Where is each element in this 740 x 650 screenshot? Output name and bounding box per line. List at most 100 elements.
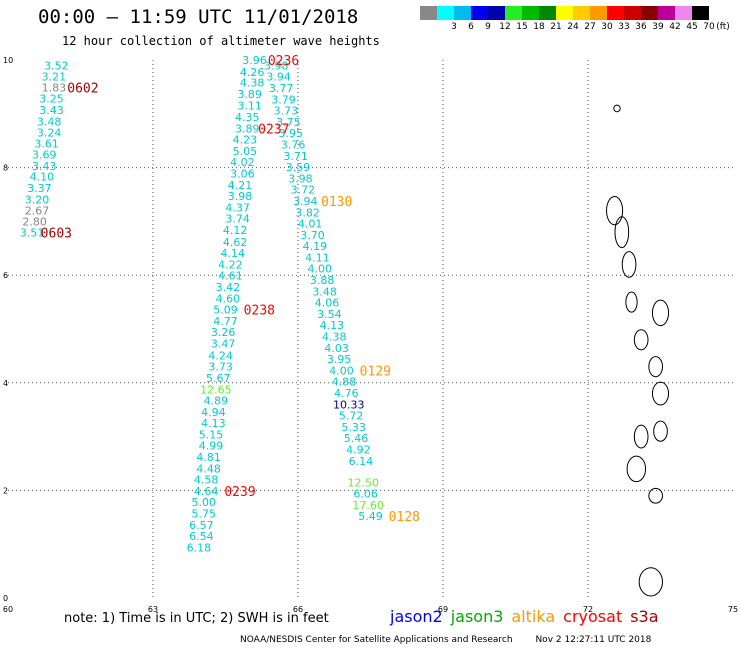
satellite-cryosat: cryosat <box>563 607 623 626</box>
satellite-s3a: s3a <box>630 607 659 626</box>
swh-value-label: 3.79 <box>271 93 296 106</box>
swh-value-label: 4.01 <box>298 218 323 231</box>
swh-value-label: 4.19 <box>303 240 328 253</box>
satellite-altika: altika <box>511 607 556 626</box>
swh-value-label: 4.00 <box>308 263 333 276</box>
swh-value-label: 6.18 <box>187 541 212 554</box>
swh-value-label: 17.60 <box>352 499 384 512</box>
swh-value-label: 4.14 <box>221 247 246 260</box>
satellite-legend: jason2 jason3 altika cryosat s3a <box>390 607 667 626</box>
x-tick-label: 72 <box>583 605 593 614</box>
swh-value-label: 4.61 <box>218 270 243 283</box>
coastline <box>648 356 664 378</box>
coastline <box>651 381 670 406</box>
legend-label: 30 <box>601 22 613 32</box>
y-tick-label: 2 <box>3 486 8 495</box>
swh-value-label: 3.96 <box>242 54 267 67</box>
legend-swatch <box>488 6 505 20</box>
legend-swatch <box>692 6 709 20</box>
swh-value-label: 3.94 <box>266 71 291 84</box>
legend-label: 36 <box>635 22 647 32</box>
legend-swatch <box>505 6 522 20</box>
swh-value-label: 3.37 <box>27 182 52 195</box>
swh-value-label: 3.20 <box>25 193 50 206</box>
legend-swatch <box>471 6 488 20</box>
legend-label: 3 <box>451 22 457 32</box>
swh-value-label: 3.48 <box>37 115 62 128</box>
coastline <box>648 487 664 504</box>
y-tick-label: 4 <box>3 379 8 388</box>
swh-value-label: 5.46 <box>344 432 369 445</box>
swh-value-label: 4.89 <box>204 395 229 408</box>
swh-value-label: 3.95 <box>327 353 352 366</box>
satellite-jason2: jason2 <box>390 607 443 626</box>
legend-label: 42 <box>669 22 681 32</box>
legend-swatch <box>573 6 590 20</box>
swh-value-label: 6.57 <box>189 519 214 532</box>
swh-value-label: 4.12 <box>223 224 248 237</box>
swh-value-label: 4.38 <box>240 77 265 90</box>
legend-swatch <box>624 6 641 20</box>
time-label: 0128 <box>389 510 420 525</box>
footer-timestamp: Nov 2 12:27:11 UTC 2018 <box>535 635 652 645</box>
time-label: 0239 <box>224 485 255 500</box>
swh-value-label: 3.69 <box>32 149 57 162</box>
swh-value-label: 3.48 <box>312 285 337 298</box>
legend-label: 33 <box>618 22 630 32</box>
x-tick-label: 75 <box>728 605 738 614</box>
legend-swatch <box>590 6 607 20</box>
coastline <box>614 216 630 249</box>
x-tick-label: 66 <box>293 605 303 614</box>
swh-value-label: 3.24 <box>37 127 62 140</box>
swh-value-label: 5.67 <box>206 372 231 385</box>
chart-subtitle: 12 hour collection of altimeter wave hei… <box>62 34 380 48</box>
swh-value-label: 3.42 <box>216 281 241 294</box>
swh-value-label: 4.03 <box>324 342 349 355</box>
swh-value-label: 4.76 <box>334 387 359 400</box>
swh-value-label: 3.70 <box>300 229 325 242</box>
time-label: 0237 <box>258 122 289 137</box>
legend-label: 45 <box>686 22 698 32</box>
swh-value-label: 3.06 <box>230 168 255 181</box>
swh-value-label: 4.58 <box>194 474 219 487</box>
swh-value-label: 4.06 <box>315 297 340 310</box>
legend-swatch <box>437 6 454 20</box>
swh-value-label: 4.92 <box>346 444 371 457</box>
coastline <box>613 104 621 113</box>
swh-value-label: 4.38 <box>322 331 347 344</box>
legend-swatch <box>641 6 658 20</box>
swh-value-label: 3.59 <box>286 161 311 174</box>
footer-org: NOAA/NESDIS Center for Satellite Applica… <box>240 635 513 645</box>
y-tick-label: 6 <box>3 271 8 280</box>
chart-title: 00:00 — 11:59 UTC 11/01/2018 <box>38 6 359 28</box>
swh-value-label: 4.21 <box>228 179 253 192</box>
coastline <box>633 329 649 351</box>
swh-value-label: 3.51 <box>20 227 45 240</box>
time-label: 0236 <box>268 54 299 69</box>
swh-value-label: 4.26 <box>240 66 265 79</box>
swh-value-label: 3.73 <box>208 361 233 374</box>
x-tick-label: 69 <box>438 605 448 614</box>
swh-value-label: 3.98 <box>228 190 253 203</box>
swh-value-label: 4.02 <box>230 156 255 169</box>
swh-value-label: 4.13 <box>201 417 226 430</box>
time-label: 0603 <box>41 227 72 242</box>
coastline <box>621 251 637 278</box>
swh-value-label: 4.62 <box>223 236 248 249</box>
color-legend-labels: 3 6 9 12 15 18 21 24 27 30 33 36 39 42 45 70 (ft) <box>420 22 740 34</box>
swh-value-label: 3.61 <box>34 137 59 150</box>
swh-value-label: 2.80 <box>22 215 47 228</box>
swh-value-label: 4.88 <box>332 376 357 389</box>
swh-value-label: 3.77 <box>269 82 294 95</box>
swh-value-label: 3.98 <box>288 172 313 185</box>
coastline <box>625 291 638 313</box>
swh-value-label: 4.11 <box>305 251 330 264</box>
swh-value-label: 3.74 <box>225 213 250 226</box>
swh-value-label: 3.89 <box>235 122 260 135</box>
legend-swatch <box>454 6 471 20</box>
swh-value-label: 10.33 <box>333 398 365 411</box>
swh-value-label: 3.75 <box>276 116 301 129</box>
swh-value-label: 6.06 <box>353 488 378 501</box>
swh-value-label: 4.60 <box>216 292 241 305</box>
